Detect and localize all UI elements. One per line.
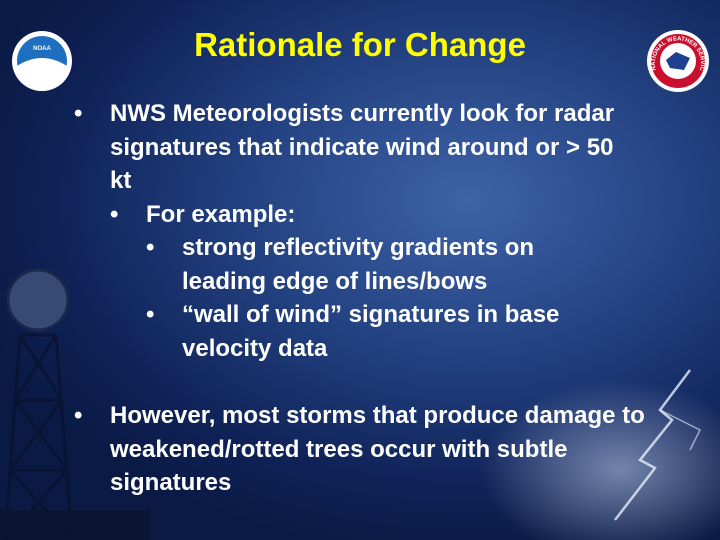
noaa-logo-text: NOAA [33,46,51,52]
sub-sub-bullet: “wall of wind” signatures in base veloci… [146,298,632,365]
sub-bullet: For example: [110,198,626,232]
sub-sub-bullet: strong reflectivity gradients on leading… [146,231,612,298]
slide-title: Rationale for Change [194,26,526,63]
bullet: NWS Meteorologists currently look for ra… [74,97,630,198]
bullet: However, most storms that produce damage… [74,399,645,500]
